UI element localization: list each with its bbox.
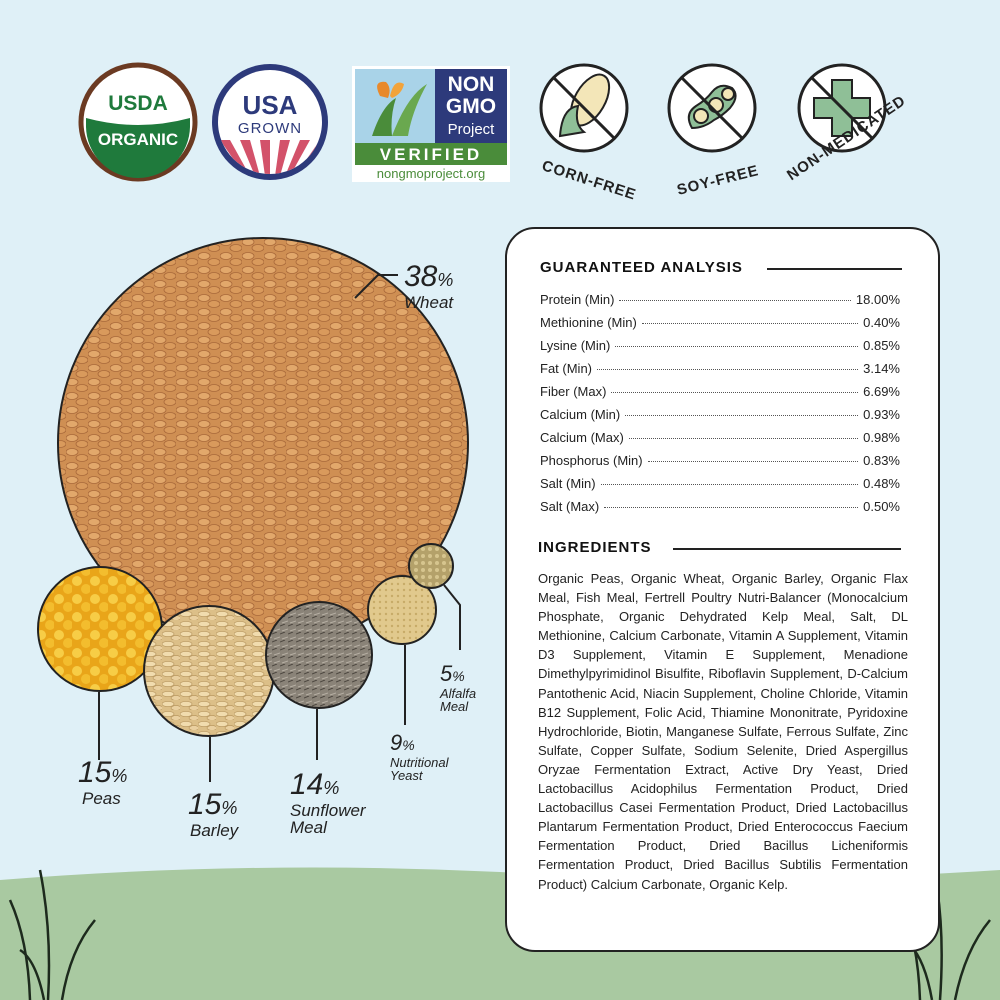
analysis-row: Phosphorus (Min) 0.83% xyxy=(540,453,900,468)
analysis-title: GUARANTEED ANALYSIS xyxy=(540,259,743,276)
wheat-share: 38% Wheat xyxy=(404,260,454,312)
analysis-row: Salt (Min) 0.48% xyxy=(540,476,900,491)
ingredients-rule xyxy=(673,548,901,550)
analysis-row: Calcium (Max) 0.98% xyxy=(540,430,900,445)
usda-bottom-text: ORGANIC xyxy=(98,130,178,149)
nongmo-line3: Project xyxy=(448,121,496,138)
usda-top-text: USDA xyxy=(108,92,168,115)
usa-grown-badge: USA GROWN xyxy=(210,62,330,182)
analysis-row: Protein (Min) 18.00% xyxy=(540,292,900,307)
wheat-leader xyxy=(354,274,398,299)
usa-bottom-text: GROWN xyxy=(238,120,302,137)
analysis-row: Fiber (Max) 6.69% xyxy=(540,384,900,399)
peas-share: 15% Peas xyxy=(78,756,128,808)
usda-organic-badge: USDA ORGANIC xyxy=(78,62,198,182)
non-medicated-icon xyxy=(796,62,888,154)
analysis-row: Fat (Min) 3.14% xyxy=(540,361,900,376)
sunflower-meal-share: 14% Sunflower Meal xyxy=(290,768,366,837)
alfalfa-meal-share: 5% Alfalfa Meal xyxy=(440,661,477,714)
analysis-rule xyxy=(767,268,902,270)
soy-free-icon xyxy=(666,62,758,154)
ingredients-text: Organic Peas, Organic Wheat, Organic Bar… xyxy=(538,571,908,892)
non-gmo-verified-badge: NON GMO Project VERIFIED nongmoproject.o… xyxy=(352,66,510,182)
corn-free-icon xyxy=(538,62,630,154)
analysis-row: Salt (Max) 0.50% xyxy=(540,499,900,514)
ingredients-title: INGREDIENTS xyxy=(538,539,652,556)
analysis-row: Methionine (Min) 0.40% xyxy=(540,315,900,330)
nongmo-line1: NON xyxy=(448,73,495,96)
nutritional-yeast-circle xyxy=(367,575,437,645)
analysis-row: Lysine (Min) 0.85% xyxy=(540,338,900,353)
alfalfa-leader xyxy=(443,584,461,650)
nutrition-panel: GUARANTEED ANALYSIS Protein (Min) 18.00% … xyxy=(505,227,940,952)
alfalfa-meal-circle xyxy=(408,543,454,589)
nongmo-line2: GMO xyxy=(446,95,496,118)
nongmo-verified: VERIFIED xyxy=(380,145,482,164)
nongmo-url: nongmoproject.org xyxy=(377,166,485,181)
usa-top-text: USA xyxy=(243,90,298,120)
analysis-row: Calcium (Min) 0.93% xyxy=(540,407,900,422)
sunflower-meal-circle xyxy=(265,601,373,709)
barley-circle xyxy=(143,605,275,737)
barley-share: 15% Barley xyxy=(188,788,239,840)
nutritional-yeast-share: 9% Nutritional Yeast xyxy=(390,730,449,783)
